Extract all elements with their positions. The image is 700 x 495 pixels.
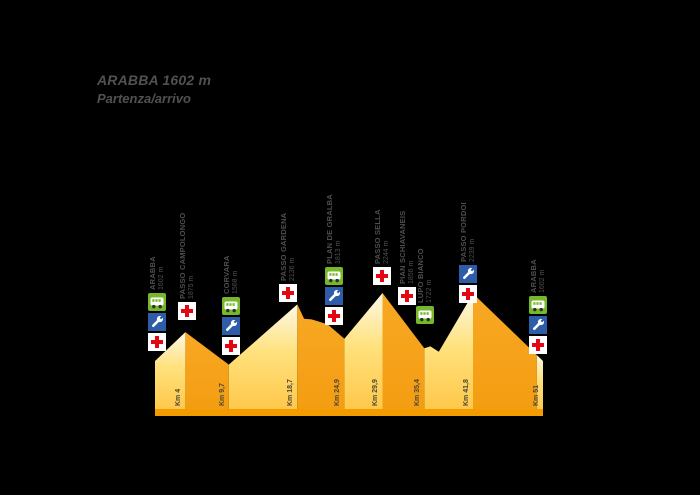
station-elevation: 1602 m <box>539 269 546 293</box>
wrench-icon <box>148 313 166 331</box>
descent-segment <box>382 293 425 409</box>
km-marker-label: Km 29,9 <box>372 379 380 406</box>
station-icons <box>398 287 416 307</box>
station-icons <box>325 267 343 327</box>
wrench-icon <box>529 316 547 334</box>
station-elevation: 1568 m <box>232 270 239 294</box>
station-label-passo-pordoi: PASSO PORDOI 2239 m <box>459 202 477 262</box>
red-cross-icon <box>279 284 297 302</box>
station-icons <box>416 306 434 326</box>
station-elevation: 1856 m <box>408 260 415 284</box>
km-marker-label: Km 18,7 <box>287 379 295 406</box>
start-finish-subtitle: Partenza/arrivo <box>97 91 191 106</box>
station-label-lupo-bianco: LUPO BIANCO 1722 m <box>416 248 434 303</box>
bus-icon <box>222 297 240 315</box>
station-icons <box>279 284 297 304</box>
descent-segment <box>185 332 229 409</box>
station-icons <box>148 293 166 353</box>
station-name: CORVARA <box>222 255 231 294</box>
red-cross-icon <box>222 337 240 355</box>
station-elevation: 1813 m <box>335 240 342 264</box>
station-label-passo-sella: PASSO SELLA 2244 m <box>373 209 391 264</box>
descent-segment <box>297 304 345 409</box>
wrench-icon <box>325 287 343 305</box>
red-cross-icon <box>459 285 477 303</box>
bus-icon <box>529 296 547 314</box>
km-marker-label: Km 51 <box>533 384 540 406</box>
station-icons <box>222 297 240 357</box>
station-elevation: 2244 m <box>383 240 390 264</box>
station-icons <box>459 265 477 305</box>
bus-icon <box>325 267 343 285</box>
descent-segment <box>473 293 537 409</box>
red-cross-icon <box>398 287 416 305</box>
bus-icon <box>416 306 434 324</box>
bus-icon <box>148 293 166 311</box>
station-label-corvara: CORVARA 1568 m <box>222 255 240 294</box>
wrench-icon <box>459 265 477 283</box>
station-label-arabba: ARABBA 1602 m <box>529 259 547 293</box>
station-elevation: 1722 m <box>426 279 433 303</box>
station-name: LUPO BIANCO <box>416 248 425 303</box>
station-icons <box>178 302 196 322</box>
station-label-plan-de-gralba: PLAN DE GRALBA 1813 m <box>325 194 343 264</box>
station-icons <box>529 296 547 356</box>
station-label-passo-campolongo: PASSO CAMPOLONGO 1875 m <box>178 213 196 299</box>
route-title: ARABBA 1602 m <box>97 72 212 88</box>
red-cross-icon <box>178 302 196 320</box>
station-name: PASSO SELLA <box>373 209 382 264</box>
station-label-arabba: ARABBA 1602 m <box>148 256 166 290</box>
climb-segment <box>155 332 186 409</box>
station-name: PLAN DE GRALBA <box>325 194 334 264</box>
climb-segment <box>536 355 543 409</box>
climb-segment <box>228 304 298 409</box>
station-icons <box>373 267 391 287</box>
station-elevation: 1602 m <box>158 266 165 290</box>
wrench-icon <box>222 317 240 335</box>
station-name: ARABBA <box>148 256 157 290</box>
station-name: ARABBA <box>529 259 538 293</box>
climb-segment <box>424 293 473 409</box>
station-name: PIAN SCHIAVANEIS <box>398 210 407 284</box>
red-cross-icon <box>325 307 343 325</box>
km-marker-label: Km 41,8 <box>463 379 470 406</box>
km-marker-label: Km 35,4 <box>414 379 422 406</box>
km-marker-label: Km 4 <box>175 388 183 406</box>
red-cross-icon <box>529 336 547 354</box>
station-elevation: 1875 m <box>188 275 195 299</box>
station-label-pian-schiavaneis: PIAN SCHIAVANEIS 1856 m <box>398 211 416 284</box>
station-name: PASSO CAMPOLONGO <box>178 212 187 299</box>
baseline-bar <box>155 409 543 416</box>
km-marker-label: Km 9,7 <box>218 383 226 406</box>
station-label-passo-gardena: PASSO GARDENA 2136 m <box>279 213 297 281</box>
title-block: ARABBA 1602 m Partenza/arrivo <box>97 72 211 106</box>
station-elevation: 2239 m <box>469 238 476 262</box>
red-cross-icon <box>148 333 166 351</box>
climb-segment <box>344 293 383 409</box>
station-elevation: 2136 m <box>289 257 296 281</box>
station-name: PASSO GARDENA <box>279 212 288 281</box>
km-marker-label: Km 24,9 <box>334 379 342 406</box>
red-cross-icon <box>373 267 391 285</box>
station-name: PASSO PORDOI <box>459 202 468 262</box>
